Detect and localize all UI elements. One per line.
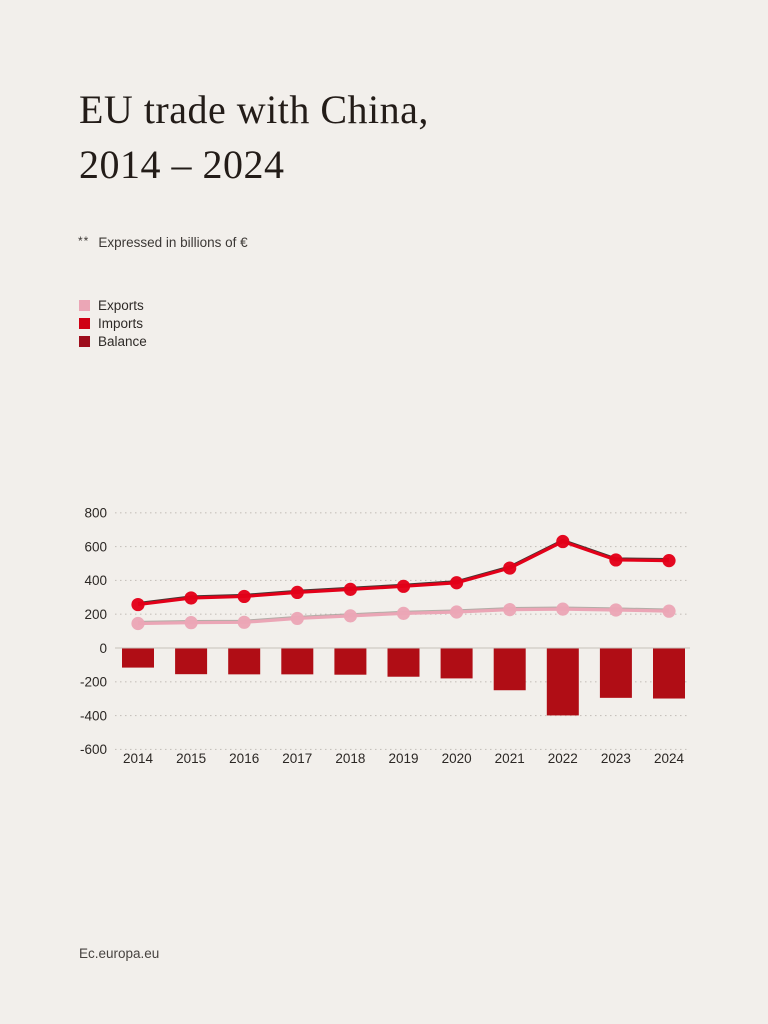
exports-point — [450, 605, 464, 619]
exports-point — [662, 604, 676, 618]
imports-point — [503, 561, 517, 575]
balance-bar — [440, 648, 473, 679]
x-tick-label: 2023 — [601, 751, 631, 766]
x-tick-label: 2022 — [548, 751, 578, 766]
page-title-line2: 2014 – 2024 — [79, 142, 285, 187]
trade-chart-svg: 800 600 400 200 0 -200 -400 -600 2014 2015 2016 201… — [80, 506, 690, 766]
imports-point — [450, 576, 464, 590]
footnote-text: Expressed in billions of € — [98, 235, 248, 250]
source-credit: Ec.europa.eu — [79, 946, 160, 961]
x-tick-label: 2021 — [495, 751, 525, 766]
balance-bar — [387, 648, 420, 677]
balance-bar — [493, 648, 526, 691]
y-tick-label: 200 — [84, 607, 107, 622]
balance-swatch-icon — [79, 335, 90, 347]
x-tick-label: 2017 — [282, 751, 312, 766]
balance-bar — [281, 648, 314, 675]
balance-bar — [653, 648, 685, 699]
x-tick-label: 2019 — [388, 751, 418, 766]
exports-point — [237, 615, 251, 629]
x-tick-label: 2016 — [229, 751, 259, 766]
imports-point — [131, 597, 145, 612]
trade-chart: 800 600 400 200 0 -200 -400 -600 2014 2015 2016 201… — [70, 498, 700, 778]
balance-bar — [228, 648, 261, 675]
x-tick-label: 2014 — [123, 751, 154, 766]
imports-point — [290, 585, 304, 599]
legend-item-exports: Exports — [79, 296, 147, 314]
chart-legend: Exports Imports Balance — [79, 296, 147, 350]
y-tick-label: -200 — [80, 675, 107, 690]
balance-bar — [122, 648, 154, 668]
imports-point — [343, 582, 357, 596]
legend-label: Balance — [98, 333, 147, 349]
imports-point — [662, 554, 676, 568]
x-tick-label: 2015 — [176, 751, 206, 766]
exports-point — [290, 611, 304, 626]
y-tick-label: -600 — [80, 742, 107, 757]
exports-swatch-icon — [79, 299, 90, 311]
exports-point — [609, 603, 623, 617]
legend-label: Exports — [98, 297, 144, 313]
imports-point — [609, 553, 623, 567]
balance-bar — [175, 648, 208, 675]
x-tick-label: 2024 — [654, 751, 685, 766]
exports-point — [184, 616, 198, 630]
y-tick-label: 0 — [99, 641, 107, 656]
imports-point — [396, 579, 411, 593]
imports-point — [237, 589, 251, 604]
legend-item-balance: Balance — [79, 332, 147, 350]
imports-point — [556, 534, 570, 549]
balance-bar — [599, 648, 632, 698]
y-tick-label: -400 — [80, 708, 107, 723]
exports-point — [343, 609, 357, 623]
page-title-line1: EU trade with China, — [79, 87, 429, 132]
exports-point — [396, 606, 411, 620]
balance-bar — [334, 648, 367, 675]
exports-point — [131, 616, 145, 631]
exports-point — [503, 603, 517, 617]
balance-bar — [546, 648, 579, 716]
footnote-marker: ** — [78, 234, 90, 248]
imports-swatch-icon — [79, 317, 90, 329]
legend-label: Imports — [98, 315, 144, 331]
page-title: EU trade with China, 2014 – 2024 — [79, 82, 429, 192]
x-tick-label: 2020 — [442, 751, 472, 766]
x-tick-label: 2018 — [335, 751, 365, 766]
imports-point — [184, 591, 198, 605]
exports-point — [556, 602, 570, 616]
y-tick-label: 800 — [84, 506, 107, 521]
y-tick-label: 600 — [84, 539, 107, 554]
footnote: ** Expressed in billions of € — [78, 234, 248, 250]
y-tick-label: 400 — [84, 573, 107, 588]
legend-item-imports: Imports — [79, 314, 147, 332]
